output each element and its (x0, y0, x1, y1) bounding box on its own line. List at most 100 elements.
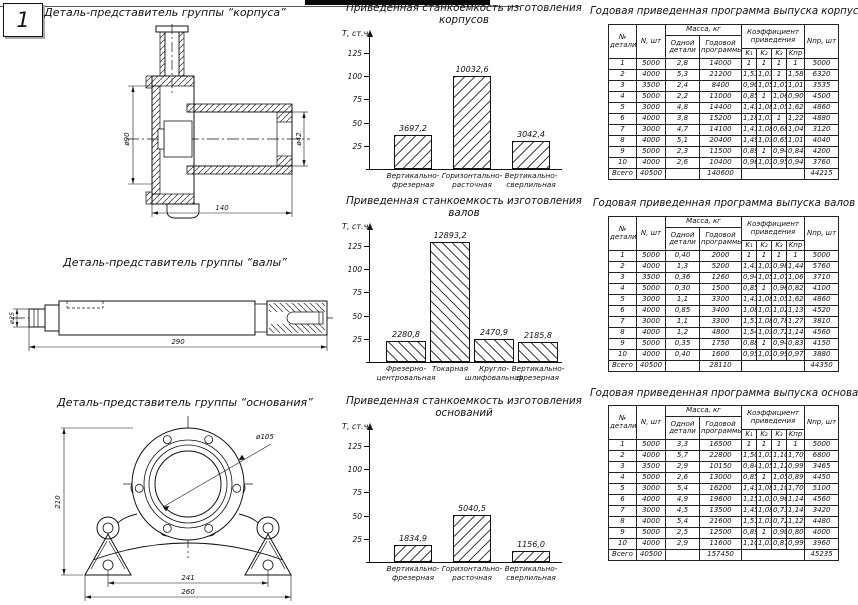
table-cell: 1,14 (786, 494, 806, 506)
table-cell: 1,58 (786, 69, 806, 81)
table-cell: 1 (608, 58, 637, 70)
table-cell: 1,70 (786, 450, 806, 462)
table-cell: 20400 (698, 135, 743, 147)
table-cell: 1,03 (756, 157, 773, 169)
dim-label: 241 (181, 574, 194, 582)
table-cell: 0,84 (741, 461, 758, 473)
table-cell: 0,97 (786, 349, 806, 361)
table-cell: 0,68 (771, 124, 788, 136)
table-cell: 4040 (804, 135, 840, 147)
table-cell: 1,07 (771, 80, 788, 92)
column-header: K₂ (756, 240, 773, 251)
table-cell: 0,96 (771, 494, 788, 506)
column-header: Одной детали (665, 227, 700, 251)
table-cell: 1,03 (756, 113, 773, 125)
column-header: K₂ (756, 429, 773, 440)
drawing-title-valy: Деталь-представитель группы “валы” (63, 256, 287, 269)
y-tick-label: 50 (352, 312, 362, 321)
table-cell: 1,3 (665, 261, 700, 273)
bar (453, 515, 491, 562)
table-cell (741, 360, 806, 372)
table-cell: 3000 (636, 124, 666, 136)
table-cell: 1,03 (756, 305, 773, 317)
column-header: Годовой программы (698, 35, 743, 59)
bar-category-label: Вертикально- сверлильная (504, 171, 558, 189)
table-cell: 4880 (804, 113, 840, 125)
bar-category-label: Вертикально- фрезерная (511, 364, 565, 382)
table-cell: 4000 (636, 305, 666, 317)
table-cell: 5000 (804, 58, 840, 70)
y-axis (369, 430, 370, 562)
table-cell: 157450 (698, 549, 743, 561)
table-cell: 4860 (804, 102, 840, 114)
y-axis-label: Т, ст.ч. (342, 422, 371, 431)
table-cell: 1750 (698, 338, 743, 350)
table-title-valy: Годовая приведенная программа выпуска ва… (592, 198, 856, 209)
table-cell: 3500 (636, 461, 666, 473)
table-cell: 6 (608, 494, 637, 506)
table-cell: 2,3 (665, 146, 700, 158)
table-cell: 1,10 (771, 483, 788, 495)
table-cell: 1,04 (786, 124, 806, 136)
table-cell: 0,36 (665, 272, 700, 284)
y-tick-label: 75 (352, 488, 362, 497)
table-cell: 1,54 (741, 327, 758, 339)
table-cell: 1 (756, 338, 773, 350)
table-cell: 5000 (636, 146, 666, 158)
table-cell: 0,82 (786, 283, 806, 295)
table-cell: 0,99 (786, 538, 806, 550)
drawing-osnovanie: ø105 210 241 260 (54, 416, 292, 601)
table-cell: 1,41 (741, 124, 758, 136)
table-cell: 4 (608, 472, 637, 484)
table-korpus: № детали N, шт Масса, кг Коэффициент привед… (608, 24, 840, 180)
column-header: K₃ (771, 48, 788, 59)
table-cell: 0,94 (786, 157, 806, 169)
table-cell: 4000 (636, 349, 666, 361)
column-header: Nпр, шт (804, 24, 840, 59)
x-axis (366, 562, 562, 563)
top-edge-artifact (305, 0, 490, 5)
bar-category-label: Вертикально- сверлильная (504, 564, 558, 582)
table-cell: 1,12 (786, 516, 806, 528)
table-cell: 5200 (698, 261, 743, 273)
table-cell: 1,18 (741, 113, 758, 125)
drawing-title-osnovanie: Деталь-представитель группы “основания” (57, 396, 313, 409)
bar (453, 76, 491, 169)
table-cell: 5 (608, 102, 637, 114)
table-cell: 4100 (804, 283, 840, 295)
table-cell: 10 (608, 349, 637, 361)
table-cell: 0,72 (771, 516, 788, 528)
table-cell: 1,10 (771, 450, 788, 462)
column-header: Kпр (786, 429, 806, 440)
y-axis-arrow-icon (367, 30, 373, 37)
table-cell: 1,01 (786, 135, 806, 147)
table-cell: 1,05 (756, 80, 773, 92)
table-cell: 3120 (804, 124, 840, 136)
table-cell: 11000 (698, 91, 743, 103)
y-tick-label: 75 (352, 95, 362, 104)
y-axis (369, 37, 370, 169)
table-cell: 16200 (698, 483, 743, 495)
table-cell: 5,7 (665, 450, 700, 462)
table-cell: 1,08 (756, 483, 773, 495)
x-axis (366, 362, 562, 363)
table-cell: 3 (608, 461, 637, 473)
table-cell: 1,44 (786, 261, 806, 273)
bar-value-label: 3697,2 (399, 124, 427, 133)
table-cell: 0,78 (771, 316, 788, 328)
table-cell: 1 (756, 472, 773, 484)
table-cell: 1,02 (771, 305, 788, 317)
table-total-row: Всего 40500 28110 44350 (608, 360, 840, 372)
table-cell: 8400 (698, 80, 743, 92)
table-cell: 2,6 (665, 157, 700, 169)
column-header: Nпр, шт (804, 405, 840, 440)
table-cell: 5 (608, 294, 637, 306)
